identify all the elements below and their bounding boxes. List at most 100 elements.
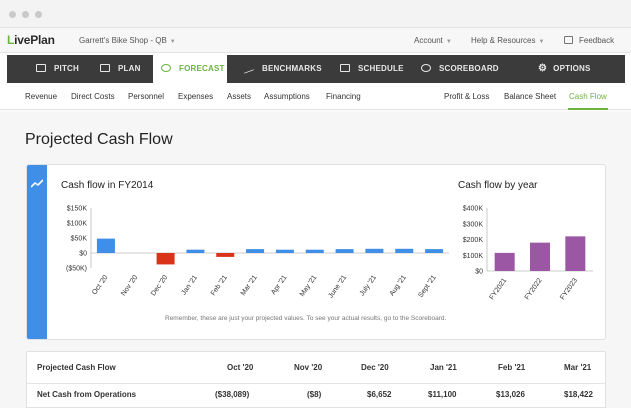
table-cell: $11,100 xyxy=(428,390,457,399)
nav-label: FORECAST xyxy=(179,64,225,73)
bar xyxy=(530,242,550,271)
x-tick-label: Nov '20 xyxy=(120,274,139,297)
subnav-assets[interactable]: Assets xyxy=(227,92,252,101)
row-separator xyxy=(27,383,605,384)
table-header-month: Oct '20 xyxy=(227,363,254,372)
yearly-chart-title: Cash flow by year xyxy=(458,180,538,191)
window-maximize-dot[interactable] xyxy=(35,11,42,18)
x-tick-label: Mar '21 xyxy=(240,274,259,297)
row-label: Net Cash from Operations xyxy=(37,390,137,399)
y-tick-label: $0 xyxy=(79,251,87,258)
feedback-label: Feedback xyxy=(579,36,615,45)
bar xyxy=(335,249,354,253)
nav-plan[interactable]: PLAN xyxy=(100,55,141,83)
app-header: LivePlan Garrett's Bike Shop - QB ▼ Accou… xyxy=(0,28,631,53)
bar xyxy=(186,249,205,253)
chart-card: Cash flow in FY2014 Cash flow by year $1… xyxy=(26,164,606,340)
x-tick-label: Dec '20 xyxy=(150,274,169,297)
bar xyxy=(246,249,265,253)
table-cell: $18,422 xyxy=(564,390,593,399)
gauge-icon xyxy=(421,64,431,72)
x-tick-label: May '21 xyxy=(299,274,319,298)
nav-label: OPTIONS xyxy=(553,64,591,73)
document-icon xyxy=(100,64,110,72)
chevron-down-icon: ▼ xyxy=(445,39,452,45)
table-header-month: Jan '21 xyxy=(430,363,457,372)
subnav-cash-flow[interactable]: Cash Flow xyxy=(569,92,607,101)
nav-label: SCOREBOARD xyxy=(439,64,499,73)
monitor-icon xyxy=(36,64,46,72)
nav-label: SCHEDULE xyxy=(358,64,404,73)
x-tick-label: July '21 xyxy=(359,274,378,297)
chevron-down-icon: ▼ xyxy=(538,39,545,45)
help-menu[interactable]: Help & Resources ▼ xyxy=(471,36,544,45)
subnav-revenue[interactable]: Revenue xyxy=(25,92,58,101)
account-label: Account xyxy=(414,36,443,45)
subnav-expenses[interactable]: Expenses xyxy=(178,92,214,101)
nav-schedule[interactable]: SCHEDULE xyxy=(340,55,404,83)
nav-benchmarks[interactable]: BENCHMARKS xyxy=(244,55,322,83)
bar xyxy=(305,249,324,253)
bar xyxy=(425,249,444,253)
trend-line-icon xyxy=(244,62,254,74)
bar xyxy=(395,248,414,253)
liveplan-logo[interactable]: LivePlan xyxy=(7,33,55,47)
table-header-month: Mar '21 xyxy=(564,363,592,372)
main-nav: PITCH PLAN FORECAST BENCHMARKS SCHEDULE … xyxy=(7,55,625,83)
subnav-direct-costs[interactable]: Direct Costs xyxy=(71,92,115,101)
window-close-dot[interactable] xyxy=(9,11,16,18)
nav-scoreboard[interactable]: SCOREBOARD xyxy=(421,55,499,83)
subnav-profit-loss[interactable]: Profit & Loss xyxy=(444,92,490,101)
table-header-month: Dec '20 xyxy=(361,363,389,372)
nav-pitch[interactable]: PITCH xyxy=(36,55,79,83)
table-cell: $6,652 xyxy=(367,390,392,399)
browser-chrome xyxy=(0,0,631,28)
card-strip xyxy=(27,165,47,339)
cash-flow-table: Projected Cash Flow Oct '20 Nov '20 Dec … xyxy=(26,351,606,408)
chevron-down-icon: ▼ xyxy=(169,39,176,45)
nav-forecast[interactable]: FORECAST xyxy=(153,55,227,83)
help-label: Help & Resources xyxy=(471,36,536,45)
x-tick-label: Feb '21 xyxy=(210,274,229,297)
window-minimize-dot[interactable] xyxy=(22,11,29,18)
x-tick-label: June '21 xyxy=(327,274,348,300)
feedback-button[interactable]: Feedback xyxy=(564,36,614,45)
y-tick-label: $150K xyxy=(67,206,88,213)
x-tick-label: Jan '21 xyxy=(180,274,199,296)
scoreboard-note: Remember, these are just your projected … xyxy=(165,315,447,322)
nav-options[interactable]: ⚙ OPTIONS xyxy=(538,55,591,83)
bar xyxy=(494,252,515,271)
subnav-balance-sheet[interactable]: Balance Sheet xyxy=(504,92,557,101)
piggy-bank-icon xyxy=(161,64,171,72)
y-tick-label: $0 xyxy=(475,269,483,276)
x-tick-label: FY2022 xyxy=(524,277,544,301)
x-tick-label: Sept '21 xyxy=(417,274,437,299)
subnav-personnel[interactable]: Personnel xyxy=(128,92,165,101)
y-tick-label: $50K xyxy=(71,236,88,243)
x-tick-label: FY2023 xyxy=(559,277,579,301)
gear-icon: ⚙ xyxy=(538,63,548,74)
y-tick-label: $100K xyxy=(463,253,484,260)
table-cell: ($38,089) xyxy=(215,390,250,399)
bar xyxy=(565,236,586,271)
table-header-label: Projected Cash Flow xyxy=(37,363,116,372)
page-title: Projected Cash Flow xyxy=(25,131,173,148)
sub-nav: Revenue Direct Costs Personnel Expenses … xyxy=(0,84,631,110)
company-name: Garrett's Bike Shop - QB xyxy=(79,36,167,45)
nav-label: BENCHMARKS xyxy=(262,64,322,73)
x-tick-label: FY2021 xyxy=(489,277,509,301)
checklist-icon xyxy=(340,64,350,72)
subnav-assumptions[interactable]: Assumptions xyxy=(264,92,310,101)
speech-bubble-icon xyxy=(564,36,573,44)
cash-flow-charts: $150K $100K $50K $0 ($50K) Oct '20 Nov '20 Dec … xyxy=(66,206,593,301)
table-header-month: Nov '20 xyxy=(294,363,323,372)
account-menu[interactable]: Account ▼ xyxy=(414,36,452,45)
bar xyxy=(365,248,384,253)
logo-text: ivePlan xyxy=(14,33,55,47)
bar xyxy=(96,238,115,253)
subnav-financing[interactable]: Financing xyxy=(326,92,361,101)
bar xyxy=(156,253,175,265)
y-tick-label: ($50K) xyxy=(66,266,87,273)
x-tick-label: Apr '21 xyxy=(270,274,288,296)
company-selector[interactable]: Garrett's Bike Shop - QB ▼ xyxy=(79,36,176,45)
